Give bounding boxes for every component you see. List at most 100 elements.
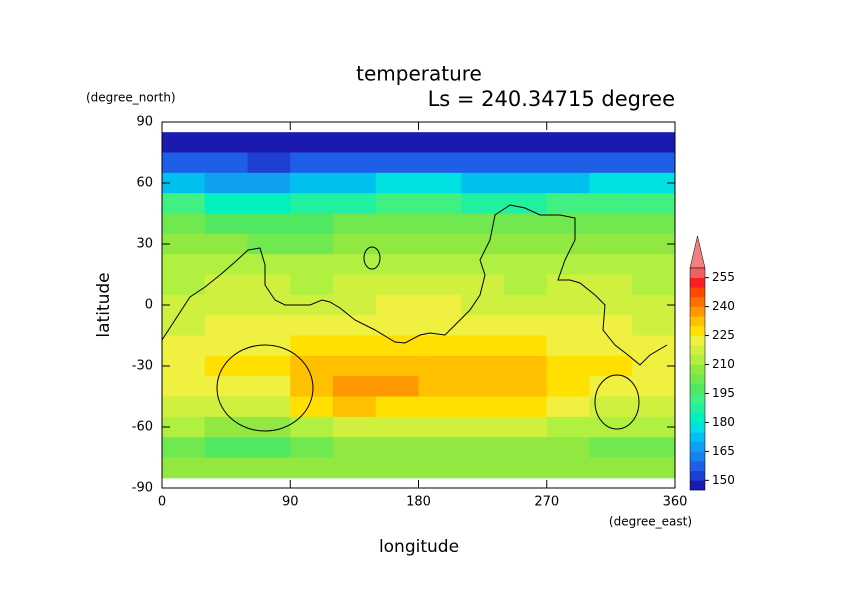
y-tick-label: 30 <box>136 237 153 252</box>
x-tick-label: 180 <box>406 495 431 510</box>
heatmap-cell <box>204 416 248 438</box>
heatmap-cell <box>375 152 419 174</box>
colorbar-label: 255 <box>712 270 735 284</box>
heatmap-cell <box>375 416 419 438</box>
heatmap-cell <box>333 437 377 458</box>
heatmap-cell <box>204 172 248 194</box>
heatmap-cell <box>204 193 248 214</box>
heatmap-cell <box>247 152 291 174</box>
heatmap-cell <box>589 396 633 418</box>
contour-line <box>216 344 314 432</box>
colorbar-swatch <box>690 325 705 336</box>
heatmap-cell <box>375 457 419 479</box>
heatmap-cell <box>162 294 206 316</box>
heatmap-cell <box>546 315 590 336</box>
heatmap-cell <box>632 335 676 357</box>
heatmap-cell <box>204 152 248 174</box>
heatmap-cell <box>546 457 590 479</box>
heatmap-cell <box>333 416 377 438</box>
chart-subtitle: Ls = 240.34715 degree <box>428 87 675 111</box>
x-tick-label: 0 <box>158 495 166 510</box>
heatmap-cell <box>546 152 590 174</box>
y-unit: (degree_north) <box>86 91 176 105</box>
heatmap-cell <box>589 355 633 377</box>
heatmap-cell <box>418 335 462 357</box>
heatmap-cell <box>375 396 419 418</box>
y-tick-label: -60 <box>132 420 153 435</box>
heatmap-cell <box>247 193 291 214</box>
colorbar-frame <box>689 267 706 491</box>
heatmap-cell <box>589 294 633 316</box>
heatmap-cell <box>418 193 462 214</box>
heatmap-cell <box>461 457 505 479</box>
heatmap-cell <box>162 213 206 235</box>
heatmap-cell <box>247 416 291 438</box>
colorbar-swatch <box>690 383 705 394</box>
heatmap-cell <box>589 172 633 194</box>
heatmap-cell <box>632 457 676 479</box>
heatmap-cell <box>290 315 334 336</box>
x-tick-label: 90 <box>282 495 299 510</box>
heatmap-cell <box>632 294 676 316</box>
x-axis-label: longitude <box>379 537 459 557</box>
heatmap-cell <box>546 376 590 397</box>
colorbar-swatch <box>690 480 705 491</box>
y-tick-label: 60 <box>136 176 153 191</box>
heatmap-cell <box>247 254 291 275</box>
heatmap-cell <box>290 457 334 479</box>
x-unit: (degree_east) <box>609 515 692 529</box>
heatmap-cell <box>461 437 505 458</box>
heatmap-cell <box>247 457 291 479</box>
heatmap-cell <box>632 193 676 214</box>
heatmap-cell <box>418 294 462 316</box>
heatmap-cell <box>247 315 291 336</box>
heatmap-cell <box>418 172 462 194</box>
colorbar-label: 195 <box>712 386 735 400</box>
heatmap-cell <box>632 437 676 458</box>
heatmap-cell <box>204 254 248 275</box>
colorbar-swatch <box>690 335 705 346</box>
heatmap-cell <box>204 274 248 296</box>
heatmap-cell <box>375 132 419 153</box>
colorbar-swatch <box>690 461 705 471</box>
heatmap-cell <box>162 274 206 296</box>
heatmap-cell <box>375 172 419 194</box>
heatmap-cell <box>546 335 590 357</box>
colorbar-swatch <box>690 451 705 462</box>
heatmap-cell <box>375 376 419 397</box>
heatmap-cell <box>461 376 505 397</box>
heatmap-cell <box>333 233 377 255</box>
heatmap-cell <box>546 233 590 255</box>
x-tick-label: 270 <box>534 495 559 510</box>
heatmap-cell <box>333 335 377 357</box>
contour-line <box>594 374 640 430</box>
heatmap-cell <box>418 132 462 153</box>
heatmap-cell <box>632 274 676 296</box>
heatmap-cell <box>504 376 548 397</box>
heatmap-cell <box>461 233 505 255</box>
colorbar-swatch <box>690 296 705 307</box>
heatmap-cell <box>333 193 377 214</box>
heatmap-cell <box>162 376 206 397</box>
colorbar-label: 210 <box>712 357 735 371</box>
heatmap-cell <box>290 355 334 377</box>
heatmap-cell <box>290 335 334 357</box>
x-tick-label: 360 <box>663 495 688 510</box>
heatmap-cell <box>418 355 462 377</box>
heatmap-cell <box>333 172 377 194</box>
heatmap-cell <box>546 193 590 214</box>
heatmap-cell <box>589 315 633 336</box>
heatmap-cell <box>504 457 548 479</box>
heatmap-cell <box>290 193 334 214</box>
heatmap-cell <box>589 152 633 174</box>
heatmap-cell <box>632 315 676 336</box>
heatmap-cell <box>204 213 248 235</box>
heatmap-cell <box>247 213 291 235</box>
heatmap-cell <box>546 213 590 235</box>
heatmap-cell <box>375 254 419 275</box>
heatmap-cell <box>290 274 334 296</box>
heatmap-cell <box>375 274 419 296</box>
heatmap-cell <box>204 376 248 397</box>
heatmap-cell <box>504 193 548 214</box>
